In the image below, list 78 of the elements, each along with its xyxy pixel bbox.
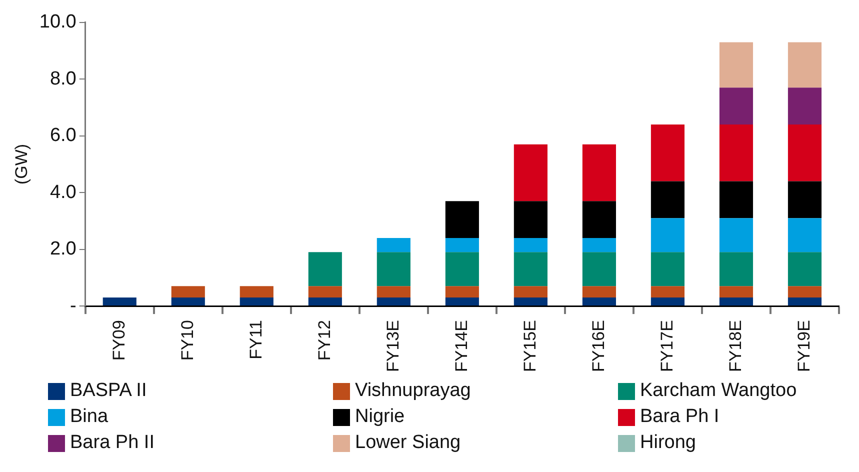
x-tick-label: FY19E bbox=[794, 320, 814, 372]
bar bbox=[582, 144, 616, 202]
bar bbox=[308, 252, 342, 286]
y-tick-label: 6.0 bbox=[50, 125, 76, 146]
bar bbox=[719, 181, 754, 218]
x-tick-label: FY18E bbox=[726, 320, 745, 372]
bar bbox=[719, 88, 754, 125]
bar bbox=[376, 286, 410, 298]
bar bbox=[582, 286, 616, 298]
bar bbox=[171, 286, 205, 298]
bar bbox=[719, 124, 754, 182]
x-tick-label: FY13E bbox=[383, 320, 402, 372]
legend-label: Bina bbox=[70, 406, 108, 428]
bar bbox=[788, 42, 822, 88]
y-axis-title: (GW) bbox=[12, 144, 31, 185]
y-tick-label: 2.0 bbox=[50, 238, 76, 260]
bar bbox=[514, 144, 548, 202]
bar bbox=[445, 286, 479, 298]
x-tick-label: FY09 bbox=[109, 320, 128, 361]
bar bbox=[650, 124, 685, 182]
bar bbox=[650, 181, 685, 218]
bar bbox=[788, 124, 822, 182]
legend-label: BASPA II bbox=[70, 380, 147, 402]
bar bbox=[650, 286, 685, 298]
bar bbox=[514, 201, 548, 238]
bar bbox=[788, 88, 822, 125]
bar bbox=[788, 181, 822, 218]
x-tick-label: FY11 bbox=[246, 320, 266, 360]
bar bbox=[445, 252, 479, 286]
bar bbox=[514, 286, 548, 298]
bar bbox=[445, 238, 479, 252]
bar bbox=[308, 286, 342, 298]
legend-label: Bara Ph I bbox=[640, 406, 720, 428]
bar bbox=[650, 218, 685, 252]
bar bbox=[582, 252, 616, 286]
bar bbox=[445, 201, 479, 238]
bar bbox=[445, 298, 479, 306]
legend-label: Lower Siang bbox=[355, 432, 461, 454]
bar bbox=[788, 298, 822, 306]
bar bbox=[514, 238, 548, 252]
bar bbox=[514, 298, 548, 306]
bar bbox=[582, 201, 616, 238]
x-tick-label: FY12 bbox=[314, 320, 334, 361]
bar bbox=[719, 252, 754, 286]
bar bbox=[240, 286, 274, 298]
y-tick-label: 4.0 bbox=[50, 182, 76, 203]
y-tick-label: - bbox=[70, 295, 76, 316]
x-tick-label: FY16E bbox=[588, 320, 608, 372]
bar bbox=[788, 286, 822, 298]
legend-label: Hirong bbox=[640, 432, 696, 454]
x-tick-label: FY14E bbox=[452, 320, 471, 372]
legend-label: Vishnuprayag bbox=[355, 380, 471, 402]
x-tick-label: FY10 bbox=[178, 320, 197, 361]
x-tick-label: FY17E bbox=[657, 320, 676, 372]
bar bbox=[102, 298, 136, 306]
bar bbox=[376, 252, 410, 286]
legend-label: Nigrie bbox=[355, 406, 405, 428]
bar bbox=[719, 286, 754, 298]
bar bbox=[650, 252, 685, 286]
bar bbox=[719, 298, 754, 306]
y-tick-label: 8.0 bbox=[50, 68, 76, 90]
bar bbox=[788, 252, 822, 286]
bar bbox=[582, 238, 616, 252]
bar bbox=[376, 298, 410, 306]
bar bbox=[376, 238, 410, 252]
bar bbox=[240, 298, 274, 306]
bar bbox=[514, 252, 548, 286]
bar bbox=[308, 298, 342, 306]
bar bbox=[582, 298, 616, 306]
x-tick-label: FY15E bbox=[520, 320, 540, 372]
bar bbox=[788, 218, 822, 252]
legend-label: Karcham Wangtoo bbox=[640, 380, 797, 402]
bar bbox=[171, 298, 205, 306]
legend-label: Bara Ph II bbox=[70, 432, 154, 454]
bar bbox=[719, 42, 754, 88]
y-tick-label: 10.0 bbox=[39, 12, 76, 33]
bar bbox=[650, 298, 685, 306]
bar bbox=[719, 218, 754, 252]
